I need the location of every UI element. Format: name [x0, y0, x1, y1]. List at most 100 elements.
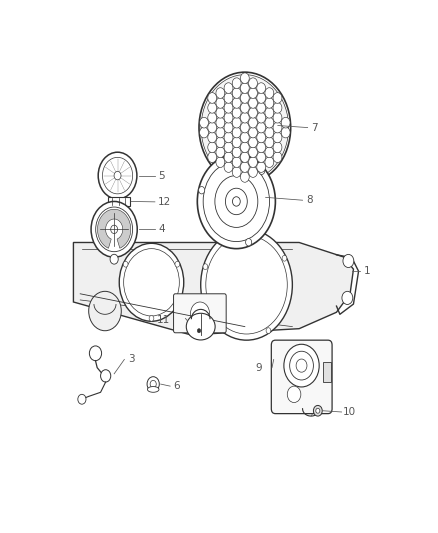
Text: 5: 5 [158, 171, 165, 181]
Circle shape [216, 147, 225, 158]
Circle shape [224, 132, 233, 143]
Circle shape [257, 132, 265, 143]
Circle shape [232, 167, 241, 177]
Circle shape [208, 122, 217, 133]
Circle shape [78, 394, 86, 404]
Circle shape [282, 255, 287, 261]
Circle shape [200, 117, 208, 128]
Circle shape [208, 93, 217, 103]
Circle shape [284, 344, 319, 387]
Circle shape [123, 261, 128, 267]
Text: 1: 1 [364, 266, 370, 276]
Circle shape [203, 161, 269, 241]
Circle shape [208, 112, 217, 123]
Circle shape [216, 157, 225, 167]
Circle shape [249, 88, 258, 99]
Text: 4: 4 [158, 224, 165, 235]
Circle shape [124, 248, 179, 316]
Text: 8: 8 [306, 195, 313, 205]
Circle shape [111, 225, 118, 233]
Circle shape [119, 243, 184, 321]
Circle shape [110, 254, 118, 264]
Circle shape [342, 292, 353, 304]
Circle shape [316, 408, 320, 413]
Circle shape [232, 98, 241, 108]
Circle shape [257, 152, 265, 163]
Circle shape [246, 239, 252, 246]
Circle shape [273, 152, 282, 163]
Circle shape [249, 167, 258, 177]
Circle shape [198, 187, 205, 194]
Circle shape [343, 254, 354, 268]
Circle shape [149, 316, 154, 321]
Circle shape [314, 406, 322, 416]
Polygon shape [74, 243, 353, 335]
Circle shape [114, 172, 121, 180]
Circle shape [232, 157, 241, 167]
Circle shape [89, 346, 102, 361]
Circle shape [216, 108, 225, 118]
Text: 12: 12 [158, 197, 172, 207]
Circle shape [101, 370, 111, 382]
Circle shape [240, 172, 249, 182]
Circle shape [216, 88, 225, 99]
Circle shape [296, 359, 307, 372]
Circle shape [240, 142, 249, 152]
Circle shape [249, 137, 258, 148]
Circle shape [226, 188, 247, 215]
Circle shape [273, 112, 282, 123]
Circle shape [91, 201, 137, 257]
Circle shape [265, 117, 274, 128]
Circle shape [232, 147, 241, 158]
Circle shape [265, 137, 274, 148]
Ellipse shape [148, 386, 159, 392]
Circle shape [240, 229, 245, 235]
FancyBboxPatch shape [271, 340, 332, 414]
Circle shape [249, 78, 258, 88]
Circle shape [215, 175, 258, 228]
Text: 6: 6 [173, 381, 180, 391]
Circle shape [232, 137, 241, 148]
Circle shape [265, 127, 274, 138]
Text: 7: 7 [311, 123, 318, 133]
Ellipse shape [186, 313, 215, 340]
Circle shape [200, 127, 208, 138]
Circle shape [203, 264, 208, 270]
Circle shape [265, 108, 274, 118]
Circle shape [201, 75, 289, 181]
Circle shape [273, 102, 282, 113]
Circle shape [249, 117, 258, 128]
Circle shape [224, 122, 233, 133]
Text: 11: 11 [156, 316, 170, 326]
Circle shape [224, 93, 233, 103]
Circle shape [224, 161, 233, 172]
Circle shape [213, 319, 218, 325]
Circle shape [265, 98, 274, 108]
Circle shape [232, 88, 241, 99]
Circle shape [201, 229, 293, 340]
Circle shape [290, 351, 314, 380]
Circle shape [232, 127, 241, 138]
Circle shape [88, 292, 121, 330]
Circle shape [257, 142, 265, 152]
Circle shape [257, 161, 265, 172]
Circle shape [273, 142, 282, 152]
Circle shape [240, 152, 249, 163]
Circle shape [249, 108, 258, 118]
Text: 9: 9 [255, 362, 261, 373]
Circle shape [240, 112, 249, 123]
Circle shape [216, 117, 225, 128]
Circle shape [240, 161, 249, 172]
Circle shape [224, 152, 233, 163]
Text: 10: 10 [343, 407, 357, 417]
Circle shape [199, 72, 291, 183]
Circle shape [102, 157, 133, 194]
Circle shape [197, 329, 201, 333]
Circle shape [224, 83, 233, 93]
Circle shape [197, 154, 276, 248]
Circle shape [257, 83, 265, 93]
Circle shape [240, 102, 249, 113]
Circle shape [257, 93, 265, 103]
FancyBboxPatch shape [108, 197, 130, 206]
Circle shape [150, 381, 156, 388]
